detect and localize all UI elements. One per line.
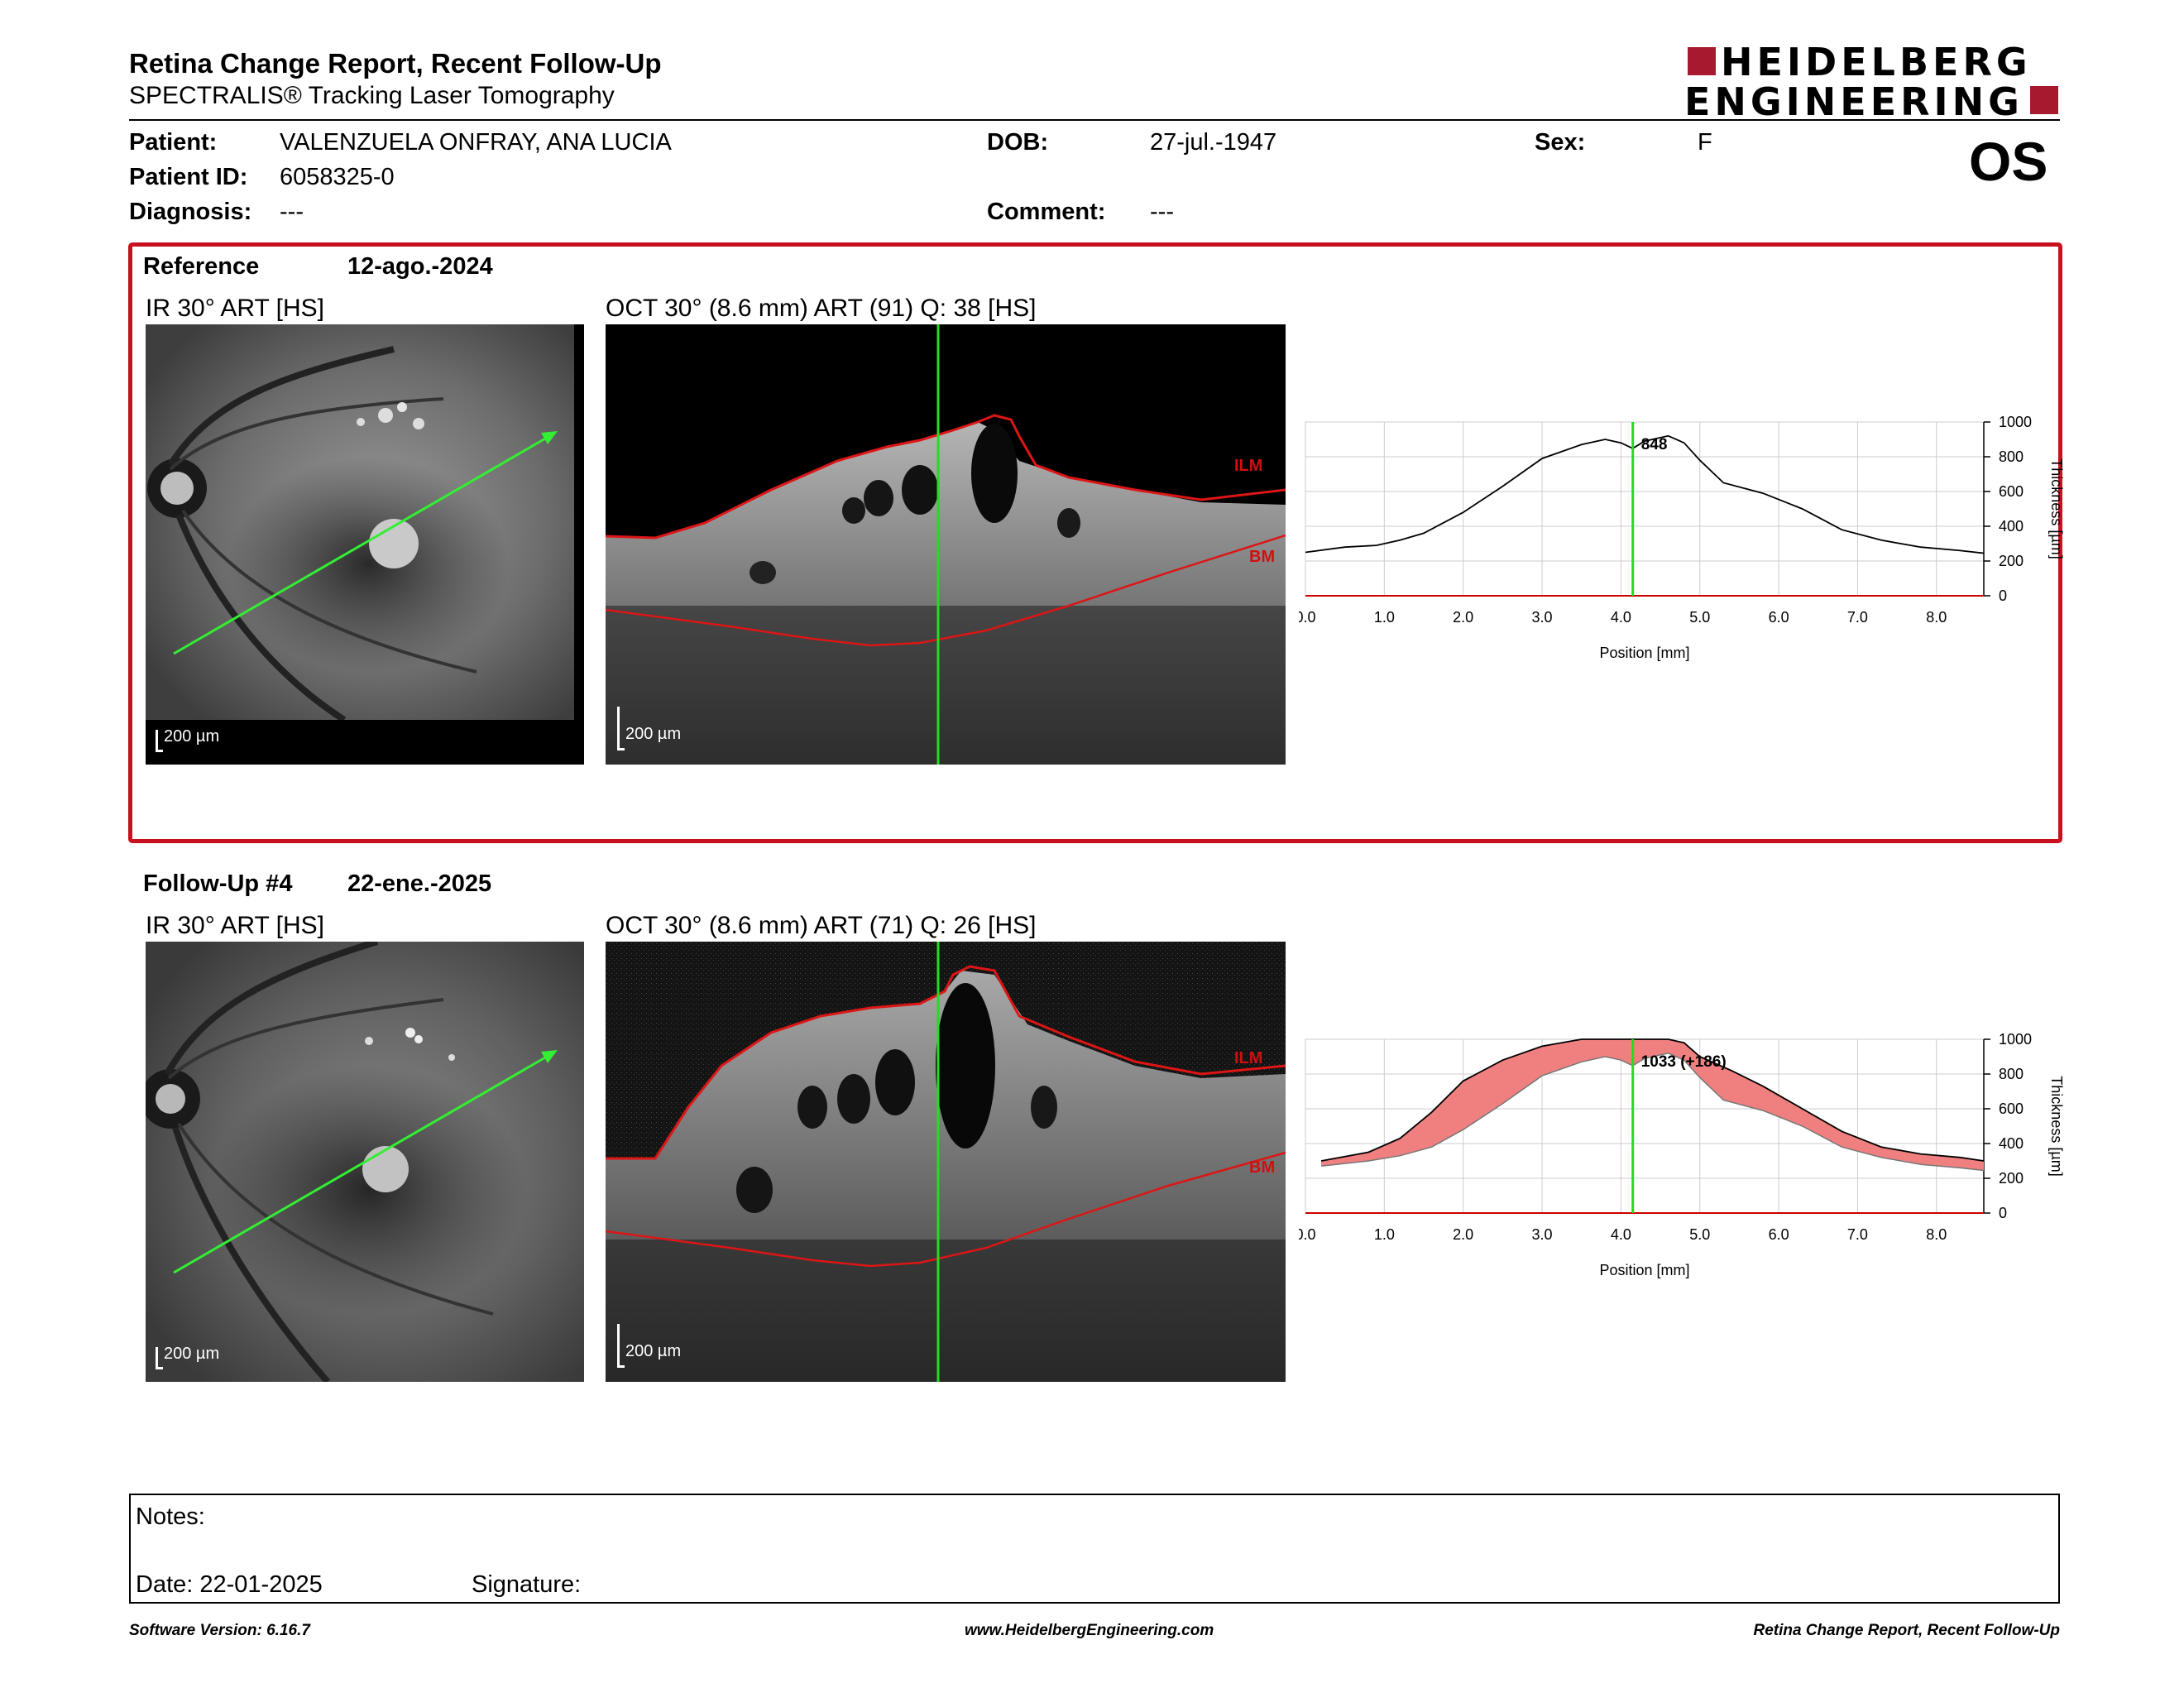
followup-ir-scale: 200 µm (164, 1345, 220, 1363)
reference-thickness-chart: 0.0 1.0 2.0 3.0 4.0 5.0 6.0 7.0 8.0 0 200 400 600 800… (1299, 414, 2065, 661)
x-tick-label: 6.0 (1769, 1226, 1789, 1243)
comment-label: Comment: (987, 199, 1106, 225)
reference-oct-title: OCT 30° (8.6 mm) ART (91) Q: 38 [HS] (606, 295, 1037, 322)
followup-oct-image: ILM BM 200 µm (606, 942, 1286, 1382)
reference-ir-image: 200 µm (146, 324, 584, 765)
x-tick-label: 2.0 (1453, 609, 1473, 626)
x-tick-label: 7.0 (1847, 1226, 1868, 1243)
logo-square-bottom (2030, 86, 2058, 114)
reference-ir-title: IR 30° ART [HS] (146, 295, 324, 322)
x-axis-label: Position [mm] (1599, 1262, 1689, 1278)
notes-label: Notes: (136, 1503, 205, 1530)
footer-version: Software Version: 6.16.7 (129, 1622, 310, 1639)
patient-name: VALENZUELA ONFRAY, ANA LUCIA (280, 129, 672, 156)
followup-oct-scale: 200 µm (625, 1342, 682, 1360)
report-title: Retina Change Report, Recent Follow-Up (129, 48, 662, 79)
y-tick-label: 200 (1999, 1170, 2024, 1187)
reference-oct-scale: 200 µm (625, 725, 682, 743)
cursor-value-label: 1033 (+186) (1641, 1053, 1727, 1071)
scale-bar-icon (156, 1347, 163, 1369)
reference-frame (128, 242, 2062, 843)
thickness-line (1305, 434, 1985, 554)
scale-bar-icon (617, 1324, 625, 1368)
y-tick-label: 400 (1999, 518, 2024, 535)
followup-ilm-label: ILM (1234, 1049, 1263, 1067)
x-tick-label: 3.0 (1532, 1226, 1553, 1243)
dob-value: 27-jul.-1947 (1150, 129, 1277, 156)
logo-line1: HEIDELBERG (1721, 40, 2032, 84)
x-tick-label: 8.0 (1926, 609, 1947, 626)
eye-indicator: OS (1969, 131, 2048, 192)
y-tick-label: 0 (1999, 1205, 2007, 1221)
patient-id: 6058325-0 (280, 164, 395, 190)
thickness-change-area (1321, 1039, 1984, 1171)
x-tick-label: 8.0 (1926, 1226, 1947, 1243)
followup-thickness-chart: 0.0 1.0 2.0 3.0 4.0 5.0 6.0 7.0 8.0 0 200 400 600 800… (1299, 1031, 2065, 1278)
patient-label: Patient: (129, 129, 218, 156)
reference-date: 12-ago.-2024 (347, 253, 493, 280)
y-tick-label: 1000 (1999, 414, 2032, 430)
y-tick-label: 400 (1999, 1135, 2024, 1152)
x-tick-label: 1.0 (1374, 609, 1395, 626)
logo-line2: ENGINEERING (1684, 79, 2024, 124)
report-subtitle: SPECTRALIS® Tracking Laser Tomography (129, 82, 615, 109)
patient-id-label: Patient ID: (129, 164, 248, 190)
y-tick-label: 800 (1999, 1066, 2024, 1082)
diagnosis-label: Diagnosis: (129, 199, 252, 225)
reference-thickness-line (1320, 1053, 1985, 1172)
scale-bar-icon (156, 730, 163, 752)
y-tick-label: 800 (1999, 448, 2024, 465)
comment-value: --- (1150, 199, 1174, 225)
reference-bm-label: BM (1249, 548, 1276, 566)
reference-oct-image: ILM BM 200 µm (606, 324, 1286, 765)
followup-ir-image: 200 µm (146, 942, 584, 1382)
followup-date: 22-ene.-2025 (347, 870, 492, 897)
y-tick-label: 200 (1999, 553, 2024, 569)
signature-label: Signature: (472, 1571, 582, 1598)
followup-thickness-line (1320, 1038, 1985, 1162)
reference-ir-scale: 200 µm (164, 727, 220, 746)
y-tick-label: 0 (1999, 587, 2007, 604)
diagnosis-value: --- (280, 199, 304, 225)
x-tick-label: 4.0 (1611, 1226, 1631, 1243)
plot-area (1305, 421, 1985, 597)
notes-date: Date: 22-01-2025 (136, 1571, 323, 1598)
reference-ilm-label: ILM (1234, 457, 1263, 475)
x-tick-label: 5.0 (1689, 609, 1710, 626)
followup-bm-label: BM (1249, 1158, 1276, 1177)
x-tick-label: 4.0 (1611, 609, 1631, 626)
x-tick-label: 1.0 (1374, 1226, 1395, 1243)
x-tick-label: 7.0 (1847, 609, 1868, 626)
header-rule (129, 119, 2060, 121)
x-tick-label: 2.0 (1453, 1226, 1473, 1243)
x-tick-label: 0.0 (1299, 609, 1316, 626)
sex-label: Sex: (1535, 129, 1586, 156)
scale-bar-icon (617, 707, 625, 750)
x-tick-label: 0.0 (1299, 1226, 1316, 1243)
y-axis-label: Thickness [µm] (2048, 1076, 2065, 1176)
notes-box: Notes: Date: 22-01-2025 Signature: (129, 1494, 2060, 1604)
dob-label: DOB: (987, 129, 1049, 156)
reference-label: Reference (143, 253, 260, 280)
y-tick-label: 1000 (1999, 1031, 2032, 1048)
cursor-value-label: 848 (1641, 436, 1668, 453)
x-tick-label: 6.0 (1769, 609, 1789, 626)
footer-website[interactable]: www.HeidelbergEngineering.com (965, 1622, 1214, 1639)
followup-ir-title: IR 30° ART [HS] (146, 912, 324, 939)
y-tick-label: 600 (1999, 1101, 2024, 1117)
followup-label: Follow-Up #4 (143, 870, 293, 897)
followup-oct-title: OCT 30° (8.6 mm) ART (71) Q: 26 [HS] (606, 912, 1037, 939)
footer-report-name: Retina Change Report, Recent Follow-Up (1753, 1622, 2060, 1639)
y-axis-label: Thickness [µm] (2048, 458, 2065, 559)
sex-value: F (1698, 129, 1712, 156)
x-tick-label: 5.0 (1689, 1226, 1710, 1243)
x-axis-label: Position [mm] (1599, 645, 1689, 661)
y-tick-label: 600 (1999, 483, 2024, 500)
x-tick-label: 3.0 (1532, 609, 1553, 626)
logo-square-top (1688, 47, 1716, 75)
